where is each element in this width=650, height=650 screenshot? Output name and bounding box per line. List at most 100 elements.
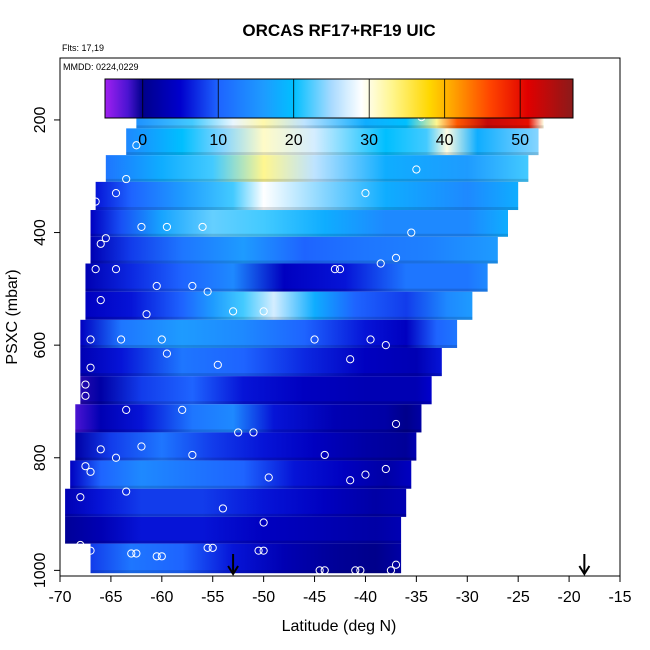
data-point — [132, 549, 141, 558]
data-point — [111, 265, 121, 274]
data-point — [386, 566, 396, 575]
data-point — [391, 560, 401, 569]
data-point — [76, 493, 85, 502]
colorbar-tick-label: 50 — [511, 132, 529, 149]
data-point — [315, 566, 324, 575]
data-point — [122, 405, 131, 415]
data-point — [157, 552, 166, 561]
data-point — [203, 543, 212, 552]
y-tick-label: 600 — [32, 332, 49, 359]
colorbar-tick-label: 20 — [285, 132, 303, 149]
data-point — [346, 355, 355, 364]
x-tick-label: -20 — [558, 589, 581, 606]
data-point — [335, 265, 345, 274]
dates-label: MMDD: 0224,0229 — [63, 62, 139, 72]
data-point — [310, 335, 319, 344]
data-point — [264, 473, 273, 482]
x-tick-label: -45 — [303, 589, 326, 606]
data-point — [152, 281, 161, 291]
x-axis-label: Latitude (deg N) — [282, 618, 397, 635]
data-point — [249, 428, 258, 437]
heatmap-layer-shade — [90, 570, 402, 574]
heatmap-layers — [65, 101, 544, 574]
chart-title: ORCAS RF17+RF19 UIC — [242, 21, 435, 40]
data-point — [96, 445, 105, 454]
x-tick-label: -25 — [507, 589, 530, 606]
y-tick-label: 200 — [32, 106, 49, 133]
heatmap-layer-shade — [126, 152, 539, 156]
heatmap-layer-shade — [80, 401, 432, 405]
heatmap-layer — [90, 543, 402, 574]
data-point — [86, 335, 95, 344]
data-point — [351, 566, 360, 575]
data-point — [188, 450, 197, 460]
data-point — [330, 265, 340, 274]
data-point — [91, 197, 100, 206]
colorbar-gradient — [104, 78, 574, 119]
heatmap-layer-shade — [85, 316, 473, 320]
data-point — [86, 467, 95, 476]
data-point — [234, 428, 243, 437]
data-point — [320, 566, 329, 575]
heatmap-layer — [105, 155, 529, 182]
heatmap-layer-shade — [75, 457, 417, 461]
colorbar-tick-label: 10 — [209, 132, 227, 149]
data-point — [259, 307, 268, 316]
heatmap-layer — [80, 319, 458, 348]
colorbar-tick-label: 40 — [436, 132, 454, 149]
data-point — [361, 189, 370, 198]
colorbar-tick-label: 30 — [360, 132, 378, 149]
heatmap-layer — [90, 210, 508, 237]
data-point — [116, 335, 126, 344]
data-point — [391, 419, 401, 429]
data-point — [346, 476, 355, 485]
data-point — [81, 391, 90, 400]
data-point — [111, 189, 121, 198]
data-point — [188, 281, 197, 291]
heatmap-layer — [75, 404, 422, 433]
flight-arrows — [227, 554, 591, 576]
flights-label: Flts: 17,19 — [62, 43, 104, 53]
data-point — [122, 487, 131, 496]
data-point — [228, 307, 238, 316]
data-point — [86, 363, 95, 372]
data-point — [157, 335, 166, 344]
data-point — [213, 360, 222, 369]
data-point — [366, 335, 375, 344]
data-point — [162, 222, 172, 232]
heatmap-layer-shade — [70, 485, 412, 489]
x-tick-label: -30 — [456, 589, 479, 606]
heatmap-layer — [90, 236, 498, 264]
y-tick-label: 800 — [32, 444, 49, 471]
data-point — [381, 341, 390, 350]
data-point — [86, 546, 95, 555]
data-point — [218, 504, 228, 513]
data-point — [152, 552, 161, 561]
x-tick-label: -50 — [252, 589, 275, 606]
data-point — [412, 165, 421, 174]
data-point — [91, 265, 100, 274]
data-point — [391, 253, 401, 262]
data-point — [162, 349, 172, 358]
heatmap-layer — [80, 376, 432, 405]
flight-arrow — [578, 554, 591, 576]
heatmap-layer-shade — [90, 233, 508, 237]
heatmap-layer-shade — [75, 429, 422, 433]
x-tick-label: -60 — [150, 589, 173, 606]
data-point — [178, 405, 187, 415]
data-point — [381, 464, 390, 474]
heatmap-layer — [70, 460, 412, 489]
data-point — [254, 546, 263, 555]
data-point — [81, 462, 90, 471]
x-tick-label: -35 — [405, 589, 428, 606]
x-tick-label: -70 — [48, 589, 71, 606]
data-point — [142, 310, 151, 319]
heatmap-layer-shade — [90, 260, 498, 264]
flight-arrow — [227, 554, 239, 576]
y-axis-label: PSXC (mbar) — [4, 269, 21, 364]
heatmap-layer-shade — [85, 288, 488, 292]
data-point — [127, 549, 136, 558]
data-point — [376, 259, 385, 268]
heatmap-layer-shade — [65, 513, 407, 517]
plot-frame — [59, 57, 621, 577]
